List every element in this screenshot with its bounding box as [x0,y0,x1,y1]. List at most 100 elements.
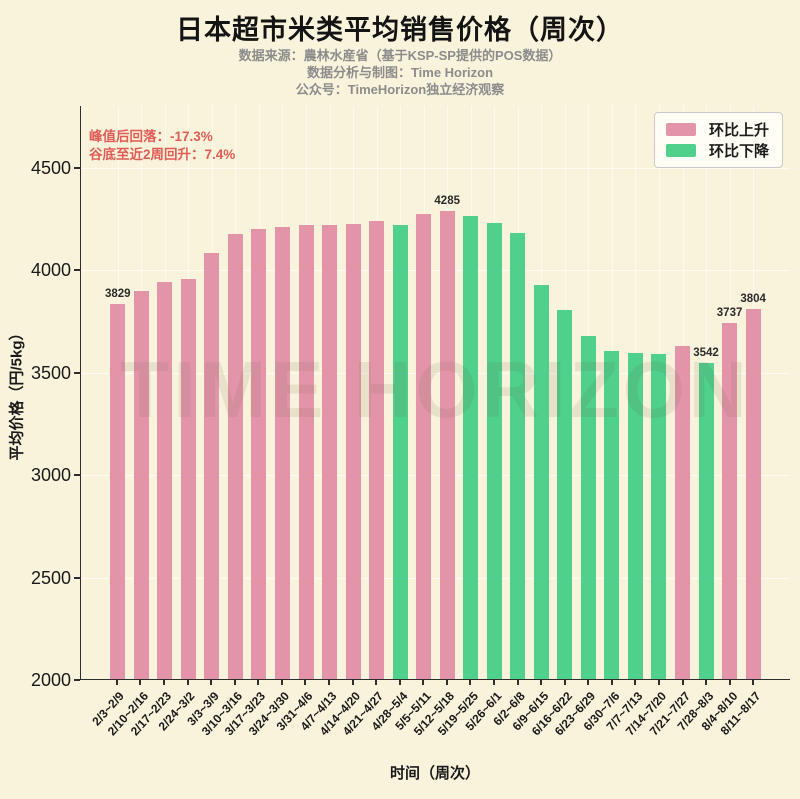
x-tick-mark [587,680,590,685]
bar-5/19~5/25 [463,215,479,679]
gridline-h [81,270,790,271]
bar-slot [365,106,389,679]
x-tick-mark [280,680,283,685]
x-tick-mark [398,680,401,685]
x-tick-mark [681,680,684,685]
bar-slot [294,106,318,679]
x-tick-mark [492,680,495,685]
bar-value-label: 4285 [434,194,460,207]
bar-slot [130,106,154,679]
x-tick-mark [351,680,354,685]
x-tick-mark [115,680,118,685]
bar-4/7~4/13 [322,224,338,679]
bar-4/14~4/20 [345,223,361,679]
bar-5/5~5/11 [416,214,432,679]
y-tick-mark [74,371,80,374]
bar-slot: 3737 [716,106,743,679]
bar-slot [271,106,295,679]
bar-slot: 3542 [693,106,719,679]
legend-label-down: 环比下降 [708,143,769,160]
y-tick-label: 3500 [30,362,71,383]
y-axis: 2000 2500 3000 3500 4000 4500 [0,106,80,690]
legend-label-up: 环比上升 [708,122,769,139]
bar-slot [388,106,412,679]
bar-5/26~6/1 [486,223,502,679]
x-tick-mark [540,680,543,685]
annotation-trough-rebound: 谷底至近2周回升：7.4% [89,147,236,162]
bar-slot: 4285 [434,106,460,679]
legend-item-down: 环比下降 [665,140,769,161]
bar-slot [483,106,507,679]
x-tick-mark [304,680,307,685]
x-tick-mark [375,680,378,685]
y-tick-label: 2000 [30,670,71,690]
bar-3/10~3/16 [227,233,243,679]
bar-3/3~3/9 [204,253,220,679]
bar-value-label: 3737 [716,306,743,319]
y-tick-label: 3000 [30,465,71,485]
bar-slot [318,106,342,679]
y-tick-mark [74,679,80,681]
bar-slot [177,106,201,679]
x-tick-mark [657,680,660,685]
legend-item-up: 环比上升 [665,119,769,140]
bar-slot [459,106,483,679]
bar-6/9~6/15 [533,285,549,679]
bar-3/24~3/30 [274,226,290,679]
bar-slot [600,106,624,679]
plot-area: 3829 4285 3542 3737 3804 TIME HORIZON 峰值后回落：… [80,106,790,680]
x-tick-mark [257,680,260,685]
x-tick-mark [162,680,165,685]
x-axis-title: 时间（周次） [389,765,480,782]
y-tick-mark [74,269,80,271]
bar-value-label: 3542 [693,346,719,359]
gridline-h [81,475,790,476]
bar-slot [506,106,530,679]
bar-7/7~7/13 [627,353,643,679]
bar-slot [224,106,248,679]
bar-8/4~8/10 [722,322,738,679]
y-tick-label: 4500 [30,157,71,178]
x-tick-mark [327,680,330,685]
bar-slot [247,106,271,679]
legend-swatch-up [665,123,696,136]
x-tick-mark [752,680,755,685]
annotation-peak-drop: 峰值后回落：-17.3% [89,129,213,144]
x-axis: 2/3~2/9 2/10~2/16 2/17~2/23 2/24~3/2 3/3~3/9… [80,680,790,780]
bar-6/2~6/8 [510,232,526,679]
bar-3/17~3/23 [251,228,267,679]
gridline-h [81,167,790,169]
gridline-h [81,372,790,374]
subtitle-data-source: 数据来源：農林水産省（基于KSP-SP提供的POS数据） [238,48,562,63]
bar-slot [153,106,177,679]
bar-6/16~6/22 [557,309,573,679]
bar-4/21~4/27 [369,221,385,679]
bar-2/3~2/9 [110,304,126,679]
x-tick-mark [210,680,213,685]
x-tick-mark [563,680,566,685]
x-tick-mark [422,680,425,685]
x-tick-mark [469,680,472,685]
x-tick-mark [445,680,448,685]
bar-slot [553,106,577,679]
bar-slot [577,106,601,679]
chart-subtitles: 数据来源：農林水産省（基于KSP-SP提供的POS数据） 数据分析与制图：Tim… [0,47,800,98]
chart-title: 日本超市米类平均销售价格（周次） [176,15,624,45]
bar-5/12~5/18 [439,210,455,679]
bar-2/10~2/16 [133,291,149,679]
bar-7/21~7/27 [675,345,691,679]
y-tick-mark [74,576,80,579]
legend: 环比上升 环比下降 [653,112,783,168]
bar-slot [341,106,365,679]
bar-slot [647,106,671,679]
bar-6/23~6/29 [580,336,596,679]
x-tick-mark [139,680,142,685]
bar-2/17~2/23 [157,281,173,679]
legend-swatch-down [665,144,696,157]
bar-slot [200,106,224,679]
bar-3/31~4/6 [298,225,314,679]
subtitle-wechat: 公众号：TimeHorizon独立经济观察 [295,82,505,97]
gridline-h [81,577,790,579]
bar-4/28~5/4 [392,225,408,679]
